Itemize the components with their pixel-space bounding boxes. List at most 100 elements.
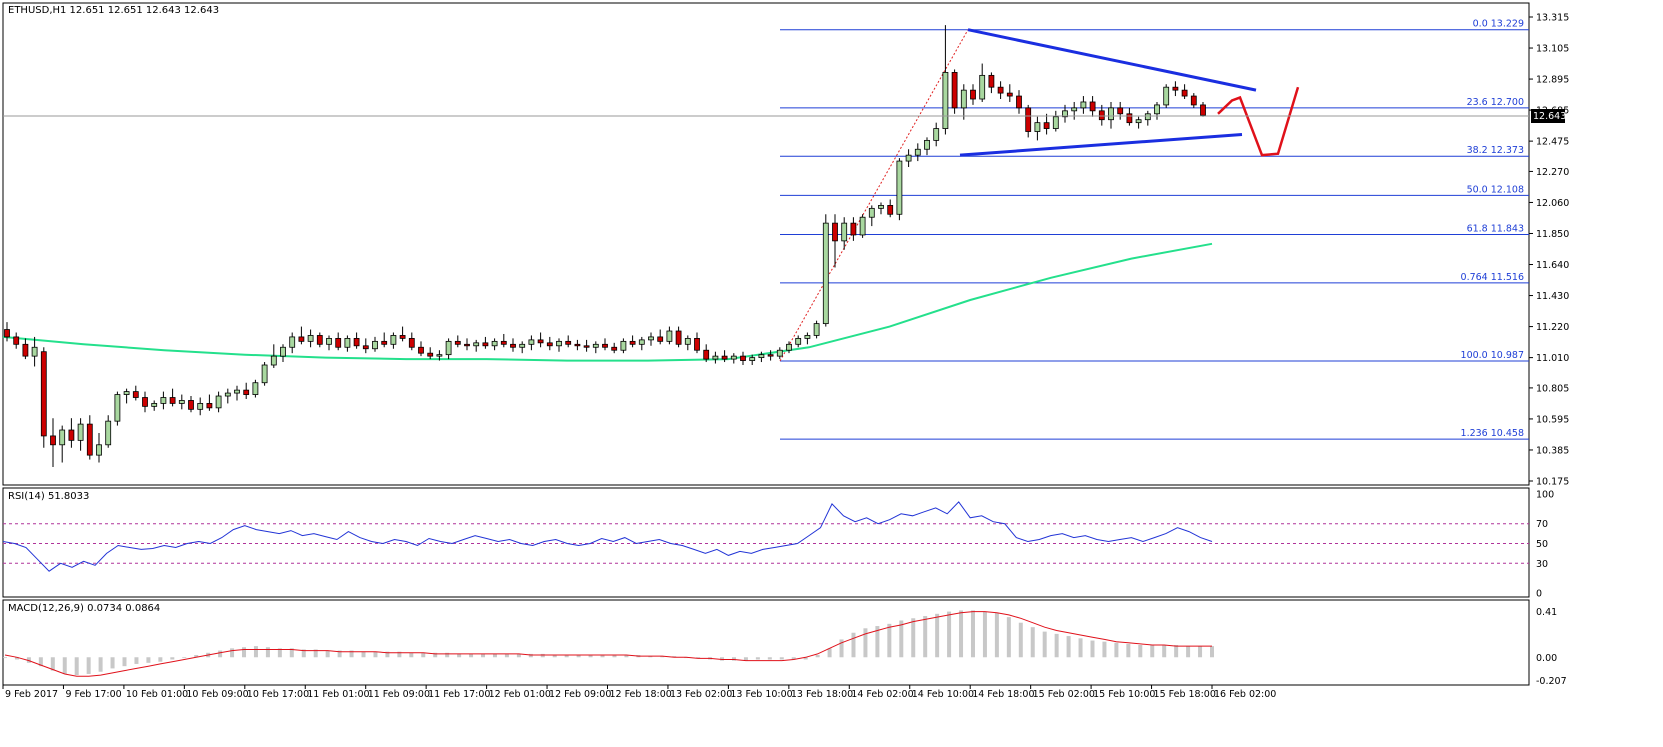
- candle-body: [776, 349, 783, 357]
- candle: [822, 214, 829, 327]
- candle-body: [675, 330, 682, 345]
- candle: [657, 329, 664, 345]
- candle-body: [40, 351, 47, 437]
- candle: [252, 379, 259, 398]
- candle-body: [408, 338, 415, 348]
- candle: [326, 335, 332, 351]
- fib-level-label: 100.0 10.987: [1461, 350, 1524, 361]
- candle-body: [344, 338, 351, 348]
- time-tick-label: 13 Feb 02:00: [670, 689, 732, 700]
- candle-body: [473, 342, 480, 347]
- macd-histogram-bar: [492, 653, 497, 658]
- macd-histogram-bar: [588, 655, 593, 658]
- price-tick-label: 10.175: [1536, 477, 1569, 488]
- candle-body: [1071, 107, 1078, 112]
- candle: [510, 338, 516, 352]
- price-axis: 13.31513.10512.89512.68512.47512.27012.0…: [1529, 13, 1569, 488]
- macd-histogram-bar: [1090, 640, 1095, 658]
- moving-average: [2, 242, 1213, 362]
- candle-body: [629, 340, 636, 345]
- candle-body: [730, 355, 737, 360]
- candle-body: [353, 338, 360, 347]
- candle-body: [574, 343, 581, 347]
- candle: [132, 385, 139, 401]
- candle: [1016, 90, 1022, 114]
- macd-histogram-bar: [170, 657, 175, 660]
- candle-body: [896, 160, 903, 215]
- candle: [307, 329, 314, 348]
- macd-histogram-bar: [743, 657, 748, 661]
- fib-level-label: 0.0 13.229: [1473, 19, 1524, 30]
- price-tick-label: 10.385: [1536, 445, 1569, 456]
- candle-body: [243, 389, 250, 395]
- time-tick-label: 11 Feb 17:00: [428, 689, 490, 700]
- macd-indicator: 0.41 0.00 -0.207: [3, 607, 1567, 687]
- candle: [1135, 116, 1142, 129]
- time-tick-label: 10 Feb 17:00: [247, 689, 309, 700]
- macd-histogram-bar: [803, 657, 808, 660]
- candle: [408, 332, 415, 351]
- candle: [13, 332, 20, 349]
- candle-body: [970, 89, 976, 100]
- candle: [841, 217, 848, 250]
- macd-histogram-bar: [540, 653, 545, 658]
- macd-histogram-bar: [325, 650, 330, 658]
- candle-body: [638, 339, 645, 345]
- price-tick-label: 11.430: [1536, 291, 1569, 302]
- candle: [694, 332, 700, 354]
- candle: [970, 84, 976, 105]
- candle-body: [786, 343, 792, 351]
- price-tick-label: 12.475: [1536, 137, 1569, 148]
- candle: [454, 335, 461, 348]
- macd-histogram-bar: [242, 647, 247, 658]
- macd-histogram-bar: [194, 655, 199, 658]
- candle: [914, 143, 921, 162]
- macd-histogram-bar: [660, 656, 665, 658]
- candle-body: [1172, 86, 1179, 91]
- candle: [556, 338, 562, 352]
- candle: [381, 332, 388, 348]
- rsi-indicator: 100 70 50 30 0: [2, 490, 1554, 600]
- macd-histogram-bar: [1054, 633, 1059, 658]
- macd-tick-label: 0.41: [1536, 607, 1557, 618]
- candle: [1098, 104, 1105, 126]
- fib-retracement-dotted: [779, 29, 969, 362]
- candle: [878, 202, 884, 215]
- candle-body: [4, 329, 10, 338]
- macd-histogram-bar: [1078, 638, 1083, 658]
- candle-body: [850, 222, 857, 236]
- rsi-panel-frame: [2, 487, 1530, 598]
- candle-body: [795, 338, 802, 345]
- candle: [1034, 116, 1041, 141]
- candle-body: [740, 355, 746, 361]
- candle-body: [933, 128, 940, 141]
- time-tick-label: 14 Feb 02:00: [851, 689, 913, 700]
- macd-histogram-bar: [672, 656, 677, 658]
- candle-body: [270, 355, 277, 366]
- macd-histogram-bar: [98, 657, 103, 672]
- macd-histogram-bar: [313, 649, 318, 658]
- candle: [804, 332, 811, 345]
- macd-histogram-bar: [923, 616, 928, 658]
- macd-histogram-bar: [301, 649, 306, 658]
- candle: [445, 338, 452, 360]
- candle: [114, 391, 121, 426]
- macd-histogram-bar: [230, 648, 235, 658]
- candle: [169, 388, 176, 407]
- candle-body: [197, 403, 204, 410]
- candle-body: [123, 391, 130, 395]
- candle: [160, 391, 167, 410]
- candle-body: [77, 423, 84, 441]
- candle-body: [1052, 116, 1059, 129]
- macd-histogram-bar: [779, 657, 784, 660]
- macd-histogram-bar: [1030, 627, 1035, 658]
- candle: [546, 336, 553, 351]
- price-tick-label: 11.010: [1536, 353, 1569, 364]
- candle-body: [565, 340, 572, 345]
- candle: [261, 362, 268, 386]
- macd-histogram-bar: [3, 657, 7, 659]
- candle: [767, 350, 774, 361]
- candle-body: [96, 444, 102, 456]
- macd-histogram-bar: [994, 612, 999, 658]
